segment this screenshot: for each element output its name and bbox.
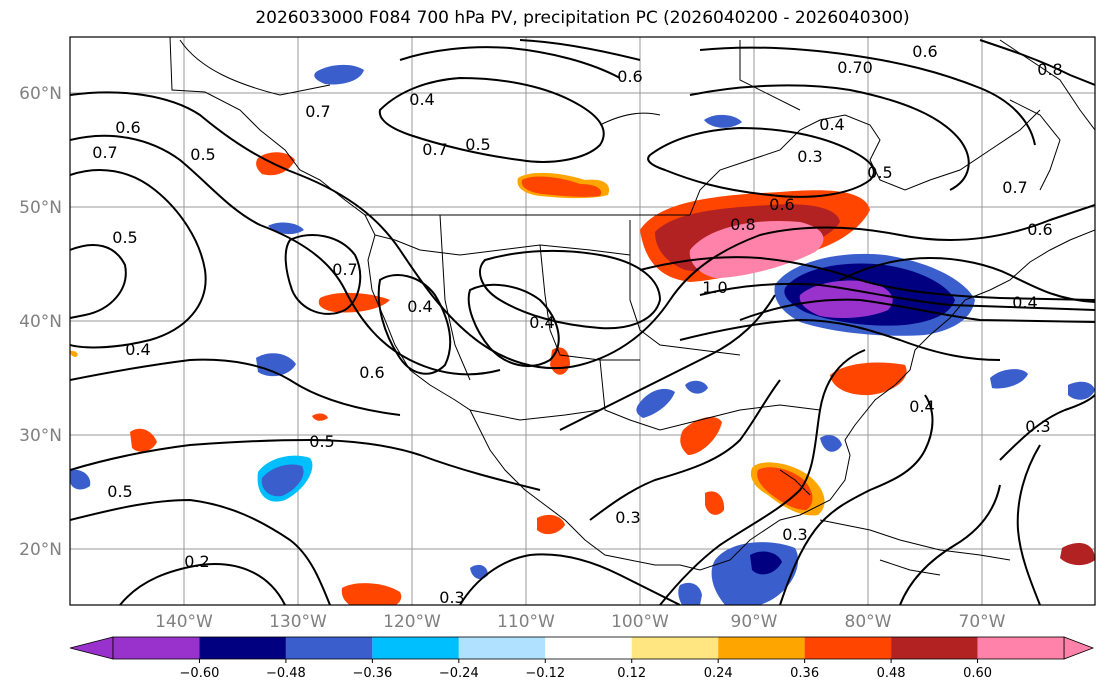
colorbar-extend-min (69, 636, 114, 660)
map-title: 2026033000 F084 700 hPa PV, precipitatio… (255, 8, 910, 28)
colorbar-tick-label: −0.60 (180, 666, 220, 681)
lon-label-90w: 90°W (731, 612, 778, 632)
colorbar-swatch (285, 637, 373, 659)
contour-label: 0.7 (305, 102, 330, 121)
contour-label: 0.4 (1012, 293, 1037, 312)
colorbar-swatch (545, 637, 632, 659)
contour-label: 0.7 (1002, 178, 1027, 197)
colorbar-extend-max (1063, 636, 1095, 660)
contour-label: 0.7 (422, 140, 447, 159)
contour-label: 0.4 (909, 397, 934, 416)
graticule (70, 37, 1095, 605)
lon-label-130w: 130°W (269, 612, 327, 632)
contour-label: 0.7 (332, 260, 357, 279)
lat-label-50n: 50°N (19, 198, 62, 218)
contour-label: 0.5 (309, 432, 334, 451)
contour-label: 0.7 (92, 143, 117, 162)
colorbar-tick-label: 0.36 (790, 666, 819, 681)
lon-label-140w: 140°W (155, 612, 213, 632)
contour-label: 0.5 (112, 228, 137, 247)
contour-label: 0.3 (615, 508, 640, 527)
contour-label: 0.4 (529, 313, 554, 332)
colorbar-swatch (631, 637, 719, 659)
contour-label: 0.3 (797, 147, 822, 166)
contour-label: 0.8 (730, 215, 755, 234)
pv-contours (70, 39, 1095, 605)
contour-label: 0.6 (617, 67, 642, 86)
contour-labels: 0.6 0.7 0.5 0.7 0.4 0.5 0.7 0.6 0.70 0.6… (92, 42, 1062, 607)
colorbar-tick-label: −0.24 (439, 666, 479, 681)
contour-label: 0.4 (125, 340, 150, 359)
colorbar-tick-label: −0.36 (352, 666, 392, 681)
contour-label: 0.3 (439, 588, 464, 607)
colorbar-tick-label: 0.60 (963, 666, 992, 681)
colorbar-tick-label: 0.48 (877, 666, 906, 681)
contour-label: 0.5 (867, 163, 892, 182)
contour-label: 0.2 (184, 552, 209, 571)
colorbar-swatch (113, 637, 200, 659)
lon-label-110w: 110°W (497, 612, 555, 632)
colorbar-tick-label: 0.12 (617, 666, 646, 681)
colorbar-swatch (977, 637, 1064, 659)
contour-label: 1.0 (702, 278, 727, 297)
colorbar-tick-label: −0.48 (266, 666, 306, 681)
lat-label-20n: 20°N (19, 540, 62, 560)
contour-label: 0.3 (782, 525, 807, 544)
colorbar: −0.60 −0.48 −0.36 −0.24 −0.12 0.12 0.24 0.36 0.4… (69, 636, 1095, 681)
colorbar-swatch (458, 637, 546, 659)
colorbar-swatch (718, 637, 805, 659)
contour-label: 0.6 (912, 42, 937, 61)
contour-label: 0.6 (115, 118, 140, 137)
lon-label-70w: 70°W (959, 612, 1006, 632)
colorbar-tick-label: −0.12 (525, 666, 565, 681)
contour-label: 0.4 (407, 297, 432, 316)
contour-label: 0.5 (107, 482, 132, 501)
colorbar-tick-label: 0.24 (704, 666, 733, 681)
colorbar-border (112, 636, 1065, 660)
map-frame (69, 36, 1096, 606)
contour-label: 0.5 (190, 145, 215, 164)
colorbar-swatch (372, 637, 459, 659)
contour-label: 0.6 (769, 195, 794, 214)
lon-label-100w: 100°W (611, 612, 669, 632)
contour-label: 0.70 (837, 58, 873, 77)
lat-label-30n: 30°N (19, 426, 62, 446)
contour-label: 0.5 (465, 135, 490, 154)
latitude-labels: 60°N 50°N 40°N 30°N 20°N (19, 84, 62, 560)
colorbar-swatch (199, 637, 286, 659)
contour-label: 0.4 (819, 115, 844, 134)
lon-label-120w: 120°W (383, 612, 441, 632)
contour-label: 0.8 (1037, 60, 1062, 79)
lat-label-60n: 60°N (19, 84, 62, 104)
colorbar-swatch (804, 637, 892, 659)
contour-label: 0.3 (1025, 417, 1050, 436)
contour-label: 0.6 (1027, 220, 1052, 239)
colorbar-swatch (891, 637, 978, 659)
longitude-labels: 140°W 130°W 120°W 110°W 100°W 90°W 80°W … (155, 612, 1006, 632)
lon-label-80w: 80°W (845, 612, 892, 632)
coastlines (169, 37, 1095, 576)
lat-label-40n: 40°N (19, 312, 62, 332)
contour-label: 0.4 (409, 90, 434, 109)
contour-label: 0.6 (359, 363, 384, 382)
